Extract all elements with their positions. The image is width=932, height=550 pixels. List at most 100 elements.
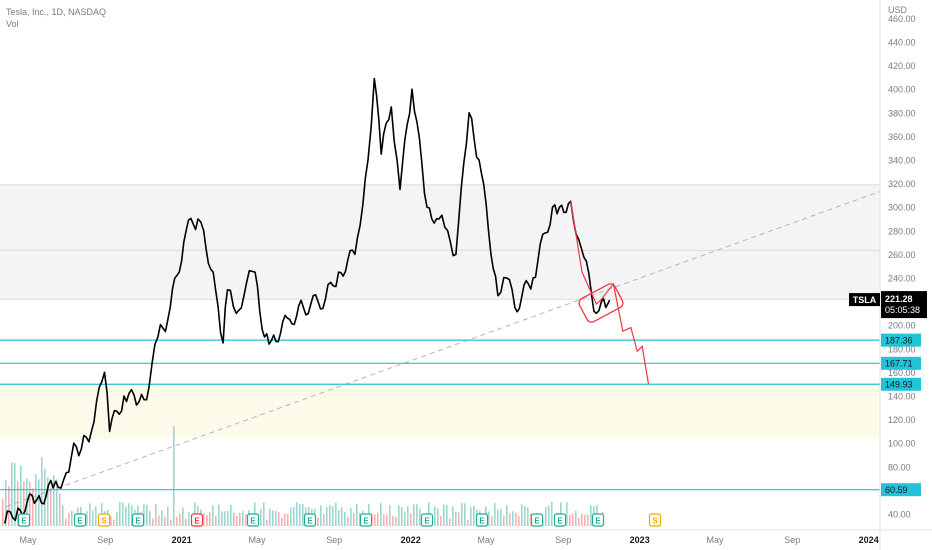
- volume-bar: [110, 516, 112, 526]
- price-tick-label: 440.00: [888, 38, 916, 48]
- volume-bar: [506, 505, 508, 526]
- volume-bar: [437, 508, 439, 526]
- event-marker-frame: [246, 513, 260, 527]
- price-tick-label: 240.00: [888, 274, 916, 284]
- time-tick-label: Sep: [97, 535, 113, 545]
- current-price-label: 221.28: [885, 294, 913, 304]
- volume-bar: [206, 515, 208, 526]
- event-marker-letter: E: [534, 517, 540, 526]
- volume-bar: [455, 511, 457, 526]
- volume-bar: [389, 505, 391, 526]
- time-tick-label: May: [706, 535, 724, 545]
- volume-bar: [446, 505, 448, 526]
- event-marker-letter: S: [101, 517, 107, 526]
- time-tick-label: Sep: [784, 535, 800, 545]
- volume-bar: [359, 513, 361, 526]
- volume-bar: [392, 515, 394, 526]
- volume-bar: [383, 514, 385, 526]
- volume-bar: [440, 515, 442, 526]
- volume-bar: [47, 477, 49, 526]
- time-axis[interactable]: May Sep 2021 May Sep 2022 May Sep 2023 May Sep 2024: [0, 529, 932, 545]
- event-marker-frame: [475, 513, 489, 527]
- volume-bar: [452, 506, 454, 526]
- volume-bar: [461, 502, 463, 526]
- highlight-box: [578, 283, 624, 323]
- support-zone: [0, 384, 880, 439]
- volume-bar: [335, 502, 337, 526]
- volume-bar: [125, 506, 127, 526]
- projection-path: [570, 201, 650, 385]
- event-marker-frame: [131, 513, 145, 527]
- volume-bar: [344, 511, 346, 526]
- volume-bar: [5, 480, 7, 526]
- event-marker-s: S: [648, 513, 662, 527]
- price-tick-label: 380.00: [888, 108, 916, 118]
- price-tick-label: 420.00: [888, 61, 916, 71]
- trendline-layer: [6, 191, 881, 508]
- event-marker-e: E: [190, 513, 204, 527]
- volume-bar: [17, 481, 19, 526]
- volume-bar: [521, 504, 523, 526]
- event-marker-e: E: [131, 513, 145, 527]
- volume-bar: [116, 511, 118, 526]
- volume-bar: [413, 504, 415, 526]
- event-marker-frame: [190, 513, 204, 527]
- volume-bar: [302, 503, 304, 526]
- event-marker-e: E: [530, 513, 544, 527]
- event-marker-frame: [303, 513, 317, 527]
- event-marker-frame: [73, 513, 87, 527]
- event-marker-e: E: [17, 513, 31, 527]
- volume-title[interactable]: Vol: [6, 19, 19, 29]
- volume-bar: [527, 507, 529, 526]
- price-tick-label: 320.00: [888, 179, 916, 189]
- time-tick-label: Sep: [555, 535, 571, 545]
- volume-bar: [356, 504, 358, 526]
- volume-bar: [272, 510, 274, 526]
- volume-bar: [62, 505, 64, 526]
- volume-bar: [587, 514, 589, 526]
- symbol-title[interactable]: Tesla, Inc., 1D, NASDAQ: [6, 7, 107, 17]
- volume-bar: [89, 503, 91, 526]
- volume-bar: [239, 512, 241, 526]
- volume-bar: [464, 503, 466, 526]
- volume-bar: [338, 509, 340, 526]
- event-marker-letter: E: [77, 517, 83, 526]
- chart-legend: Tesla, Inc., 1D, NASDAQ Vol: [6, 6, 106, 30]
- volume-bar: [119, 502, 121, 526]
- volume-bar: [173, 425, 175, 526]
- volume-bar: [29, 481, 31, 526]
- volume-bar: [500, 508, 502, 526]
- volume-bar: [377, 512, 379, 526]
- volume-bar: [524, 506, 526, 526]
- volume-bar: [347, 516, 349, 526]
- price-tick-label: 280.00: [888, 226, 916, 236]
- volume-bar: [68, 513, 70, 526]
- zones-layer: [0, 184, 880, 439]
- event-marker-e: E: [553, 513, 567, 527]
- volume-bar: [71, 510, 73, 526]
- volume-bar: [131, 505, 133, 526]
- volume-bar: [287, 513, 289, 526]
- volume-bar: [512, 511, 514, 526]
- volume-bar: [323, 513, 325, 526]
- volume-bar: [473, 505, 475, 526]
- volume-bar: [161, 510, 163, 526]
- volume-bar: [326, 507, 328, 526]
- volume-bar: [92, 510, 94, 526]
- event-marker-frame: [97, 513, 111, 527]
- volume-bar: [128, 503, 130, 526]
- volume-bar: [590, 505, 592, 526]
- volume-bar: [317, 517, 319, 526]
- levels-layer: [0, 339, 880, 491]
- countdown-label: 05:05:38: [885, 305, 920, 315]
- volume-bar: [350, 507, 352, 526]
- volume-bar: [65, 518, 67, 526]
- volume-bar: [14, 462, 16, 526]
- volume-bar: [443, 504, 445, 526]
- time-tick-label: Sep: [326, 535, 342, 545]
- volume-bar: [503, 515, 505, 526]
- price-tick-label: 140.00: [888, 392, 916, 402]
